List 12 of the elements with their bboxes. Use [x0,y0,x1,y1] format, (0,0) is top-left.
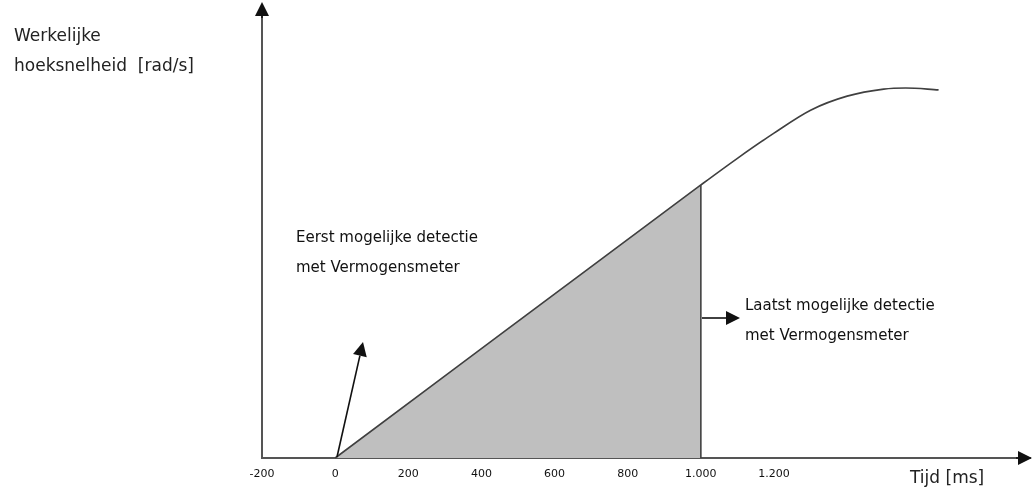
x-axis-title: Tijd [ms] [910,466,985,489]
x-tick-label: 800 [617,467,639,481]
y-axis-title: Werkelijke hoeksnelheid [rad/s] [14,24,194,77]
x-tick-label: 1.000 [685,467,717,481]
x-tick-label: 600 [544,467,566,481]
x-tick-label: 200 [397,467,419,481]
x-tick-label: -200 [249,467,275,481]
x-tick-label: 0 [331,467,339,481]
annotation: Eerst mogelijke detectie met Vermogensmeter [296,227,478,278]
annotation: Laatst mogelijke detectie met Vermogensmeter [745,295,935,346]
x-tick-label: 1.200 [758,467,790,481]
x-tick-label: 400 [470,467,492,481]
